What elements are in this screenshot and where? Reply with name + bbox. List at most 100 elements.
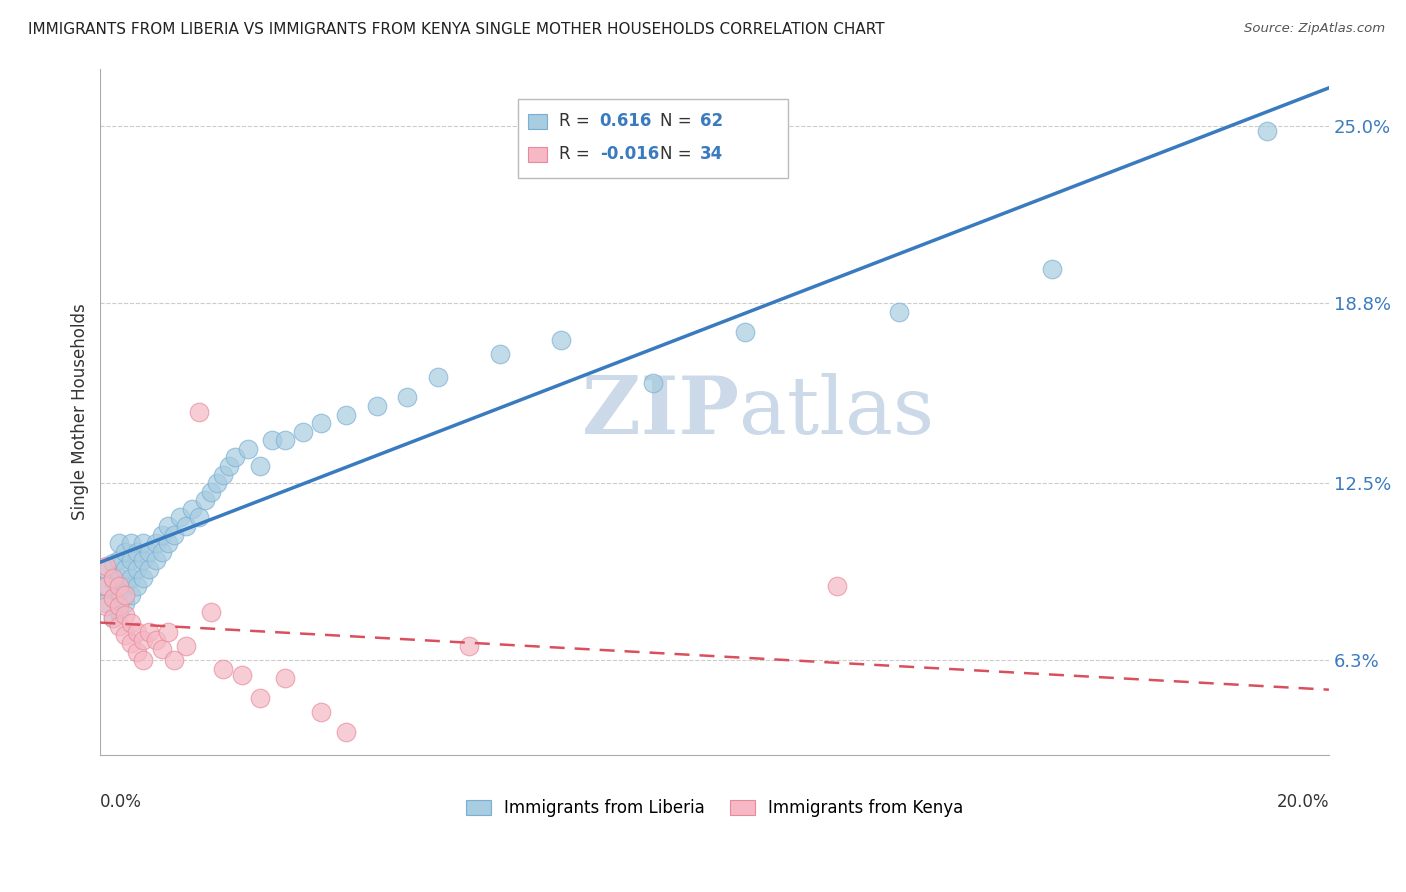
Point <box>218 458 240 473</box>
Point <box>127 579 149 593</box>
Point <box>96 562 118 576</box>
Point <box>101 591 124 605</box>
Point <box>458 639 481 653</box>
Point <box>224 450 246 465</box>
Point <box>127 624 149 639</box>
Point <box>101 556 124 570</box>
Point <box>200 484 222 499</box>
Point <box>120 553 142 567</box>
Point <box>194 493 217 508</box>
Point <box>114 579 136 593</box>
Point <box>96 559 118 574</box>
Point <box>163 527 186 541</box>
Text: 20.0%: 20.0% <box>1277 792 1329 811</box>
Text: IMMIGRANTS FROM LIBERIA VS IMMIGRANTS FROM KENYA SINGLE MOTHER HOUSEHOLDS CORREL: IMMIGRANTS FROM LIBERIA VS IMMIGRANTS FR… <box>28 22 884 37</box>
Point <box>1042 261 1064 276</box>
Point <box>887 304 910 318</box>
Text: N =: N = <box>659 145 697 163</box>
Point <box>114 545 136 559</box>
Point <box>96 579 118 593</box>
Text: 0.616: 0.616 <box>599 112 652 130</box>
Point <box>150 642 173 657</box>
Point <box>145 536 167 550</box>
Point <box>231 667 253 681</box>
Point <box>138 545 160 559</box>
Bar <box>527 114 547 129</box>
Point <box>311 416 333 430</box>
Point <box>249 690 271 705</box>
Point <box>107 579 129 593</box>
Point <box>132 633 155 648</box>
Point <box>120 588 142 602</box>
Point <box>187 510 209 524</box>
Text: N =: N = <box>659 112 697 130</box>
Point <box>550 333 572 347</box>
Text: Source: ZipAtlas.com: Source: ZipAtlas.com <box>1244 22 1385 36</box>
Point <box>107 619 129 633</box>
Point <box>176 519 198 533</box>
Point <box>107 584 129 599</box>
Point <box>101 574 124 588</box>
Point <box>96 596 118 610</box>
Point <box>132 570 155 584</box>
Point <box>114 628 136 642</box>
Text: ZIP: ZIP <box>582 373 740 450</box>
Point <box>150 527 173 541</box>
Point <box>114 588 136 602</box>
Point <box>132 553 155 567</box>
Point <box>127 545 149 559</box>
Point <box>114 607 136 622</box>
Point <box>163 653 186 667</box>
Point <box>120 616 142 631</box>
Point <box>127 645 149 659</box>
Point <box>176 639 198 653</box>
Point <box>827 579 849 593</box>
Point <box>96 599 118 613</box>
Point <box>335 408 357 422</box>
Y-axis label: Single Mother Households: Single Mother Households <box>72 303 89 520</box>
Point <box>101 591 124 605</box>
Point <box>120 636 142 650</box>
Point <box>156 536 179 550</box>
Text: 0.0%: 0.0% <box>100 792 142 811</box>
Point <box>145 553 167 567</box>
Point <box>273 671 295 685</box>
Point <box>127 562 149 576</box>
Point <box>366 399 388 413</box>
Point <box>114 562 136 576</box>
Point <box>138 562 160 576</box>
Point <box>187 405 209 419</box>
Point <box>132 653 155 667</box>
Bar <box>527 147 547 161</box>
Point <box>236 442 259 456</box>
Point <box>145 633 167 648</box>
Point <box>249 458 271 473</box>
Point <box>114 596 136 610</box>
Point <box>212 467 235 482</box>
Point <box>169 510 191 524</box>
Bar <box>517 99 789 178</box>
Point <box>181 501 204 516</box>
Point <box>156 624 179 639</box>
Point <box>262 434 284 448</box>
Point <box>120 570 142 584</box>
Point <box>101 610 124 624</box>
Point <box>488 347 510 361</box>
Point <box>205 476 228 491</box>
Point <box>427 370 450 384</box>
Point <box>212 662 235 676</box>
Text: R =: R = <box>560 112 595 130</box>
Point <box>120 536 142 550</box>
Point <box>734 325 756 339</box>
Point <box>138 624 160 639</box>
Point <box>96 579 118 593</box>
Point <box>200 605 222 619</box>
Point <box>335 725 357 739</box>
Point <box>107 536 129 550</box>
Point <box>273 434 295 448</box>
Point <box>107 605 129 619</box>
Legend: Immigrants from Liberia, Immigrants from Kenya: Immigrants from Liberia, Immigrants from… <box>460 792 970 823</box>
Point <box>101 570 124 584</box>
Text: 34: 34 <box>700 145 724 163</box>
Point <box>150 545 173 559</box>
